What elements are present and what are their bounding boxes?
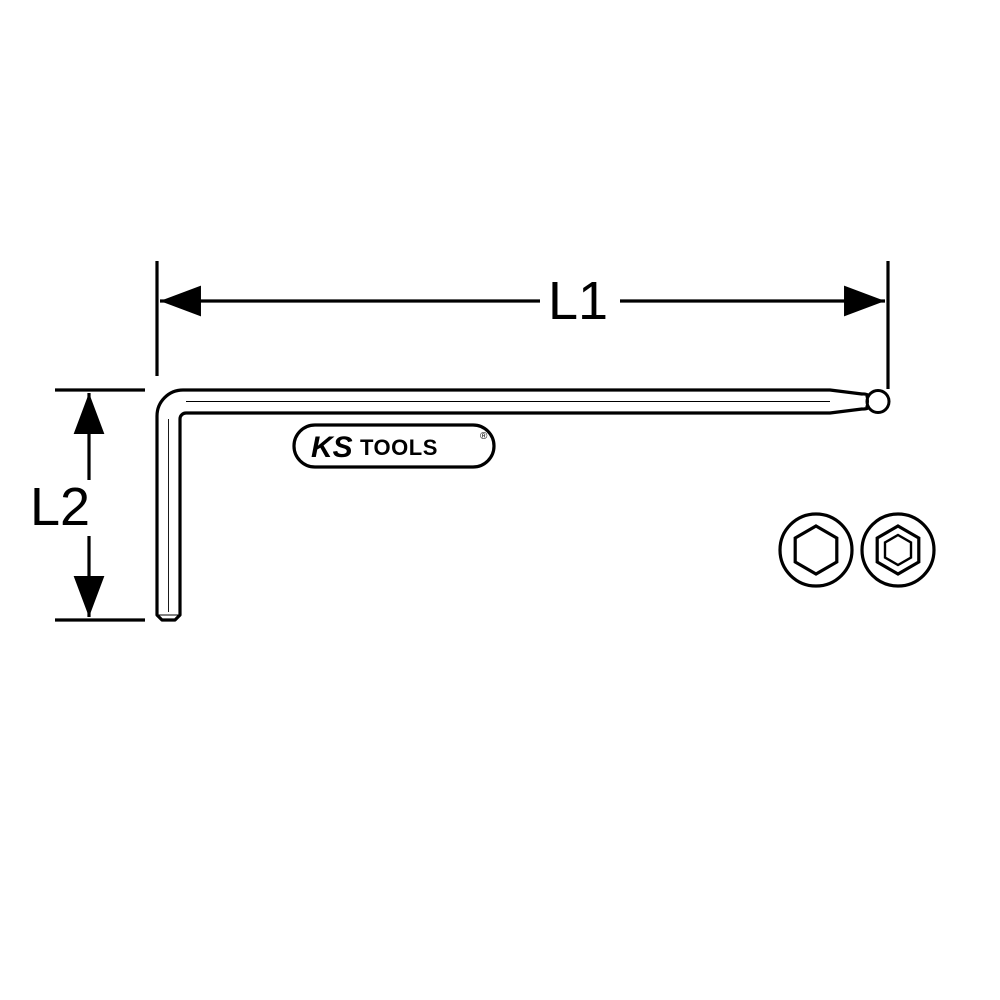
dim-label-l1: L1 xyxy=(548,271,608,331)
dim-label-l2: L2 xyxy=(30,477,90,537)
dimension-l1: L1 xyxy=(157,258,888,389)
brand-tools-text: TOOLS xyxy=(360,435,438,460)
brand-ks-text: KS xyxy=(311,431,353,464)
hex-icon-solid xyxy=(795,526,837,574)
hex-key xyxy=(157,390,889,620)
hex-icon-inner xyxy=(885,535,911,565)
hex-icons xyxy=(780,514,934,586)
brand-badge: KS TOOLS ® xyxy=(294,425,494,467)
technical-drawing: L1 L2 KS TOOLS ® xyxy=(0,0,1000,1000)
dimension-l2: L2 xyxy=(22,390,145,620)
registered-mark: ® xyxy=(480,431,488,442)
